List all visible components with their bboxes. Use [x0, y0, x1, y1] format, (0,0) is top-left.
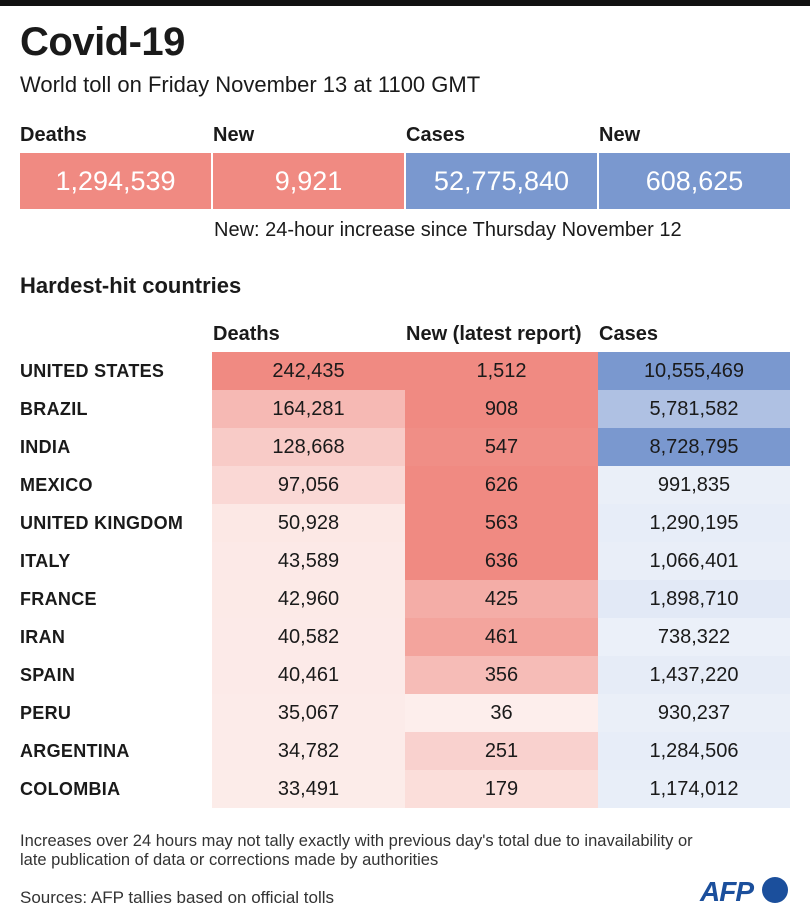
deaths-cell: 50,928: [212, 504, 405, 542]
cases-cell: 1,066,401: [598, 542, 790, 580]
summary-label-deaths: Deaths: [20, 124, 87, 146]
table-row: INDIA 128,668 547 8,728,795: [0, 428, 810, 466]
cases-cell: 1,898,710: [598, 580, 790, 618]
new-cell: 36: [405, 694, 598, 732]
country-name: MEXICO: [20, 475, 93, 495]
column-header-deaths: Deaths: [213, 323, 280, 345]
country-name: BRAZIL: [20, 399, 88, 419]
cases-cell: 738,322: [598, 618, 790, 656]
table-row: FRANCE 42,960 425 1,898,710: [0, 580, 810, 618]
cases-cell: 5,781,582: [598, 390, 790, 428]
new-cell: 356: [405, 656, 598, 694]
deaths-cell: 128,668: [212, 428, 405, 466]
summary-label-new-deaths: New: [213, 124, 255, 146]
deaths-cell: 40,582: [212, 618, 405, 656]
afp-logo-text: AFP: [700, 876, 754, 907]
new-cell: 179: [405, 770, 598, 808]
cases-cell: 8,728,795: [598, 428, 790, 466]
column-header-cases: Cases: [599, 323, 658, 345]
deaths-cell: 164,281: [212, 390, 405, 428]
new-cell: 908: [405, 390, 598, 428]
new-cell: 1,512: [405, 352, 598, 390]
cases-cell: 1,437,220: [598, 656, 790, 694]
cases-cell: 1,284,506: [598, 732, 790, 770]
deaths-cell: 34,782: [212, 732, 405, 770]
new-cell: 563: [405, 504, 598, 542]
summary-label-cases: Cases: [406, 124, 465, 146]
table-row: MEXICO 97,056 626 991,835: [0, 466, 810, 504]
table-row: ITALY 43,589 636 1,066,401: [0, 542, 810, 580]
deaths-cell: 40,461: [212, 656, 405, 694]
country-name: SPAIN: [20, 665, 76, 685]
country-name: ITALY: [20, 551, 71, 571]
summary-value-new-deaths: 9,921: [213, 153, 404, 209]
country-name: INDIA: [20, 437, 71, 457]
country-name: UNITED KINGDOM: [20, 513, 184, 533]
deaths-cell: 42,960: [212, 580, 405, 618]
country-name: COLOMBIA: [20, 779, 121, 799]
globe-icon: [762, 877, 788, 903]
table-row: ARGENTINA 34,782 251 1,284,506: [0, 732, 810, 770]
page-subtitle: World toll on Friday November 13 at 1100…: [20, 72, 481, 97]
deaths-cell: 43,589: [212, 542, 405, 580]
new-cell: 251: [405, 732, 598, 770]
summary-value-cases: 52,775,840: [406, 153, 597, 209]
cases-cell: 1,290,195: [598, 504, 790, 542]
country-name: IRAN: [20, 627, 66, 647]
table-row: UNITED STATES 242,435 1,512 10,555,469: [0, 352, 810, 390]
page-title: Covid-19: [20, 20, 185, 64]
table-row: PERU 35,067 36 930,237: [0, 694, 810, 732]
table-row: BRAZIL 164,281 908 5,781,582: [0, 390, 810, 428]
table-title: Hardest-hit countries: [20, 273, 242, 298]
deaths-cell: 242,435: [212, 352, 405, 390]
afp-logo: AFP: [700, 874, 792, 910]
footnote: Increases over 24 hours may not tally ex…: [20, 832, 693, 869]
deaths-cell: 97,056: [212, 466, 405, 504]
summary-value-deaths: 1,294,539: [20, 153, 211, 209]
new-cell: 636: [405, 542, 598, 580]
cases-cell: 1,174,012: [598, 770, 790, 808]
country-name: UNITED STATES: [20, 361, 165, 381]
cases-cell: 930,237: [598, 694, 790, 732]
new-cell: 461: [405, 618, 598, 656]
summary-value-new-cases: 608,625: [599, 153, 790, 209]
country-name: FRANCE: [20, 589, 97, 609]
new-cell: 425: [405, 580, 598, 618]
column-header-new: New (latest report): [406, 323, 582, 345]
country-table: UNITED STATES 242,435 1,512 10,555,469 BRAZI…: [0, 352, 810, 808]
table-row: COLOMBIA 33,491 179 1,174,012: [0, 770, 810, 808]
country-name: ARGENTINA: [20, 741, 130, 761]
sources: Sources: AFP tallies based on official t…: [20, 888, 335, 907]
new-cell: 547: [405, 428, 598, 466]
deaths-cell: 33,491: [212, 770, 405, 808]
summary-label-new-cases: New: [599, 124, 641, 146]
country-name: PERU: [20, 703, 72, 723]
top-rule: [0, 0, 810, 6]
cases-cell: 10,555,469: [598, 352, 790, 390]
summary-note: New: 24-hour increase since Thursday Nov…: [214, 219, 682, 241]
new-cell: 626: [405, 466, 598, 504]
deaths-cell: 35,067: [212, 694, 405, 732]
table-row: SPAIN 40,461 356 1,437,220: [0, 656, 810, 694]
table-row: UNITED KINGDOM 50,928 563 1,290,195: [0, 504, 810, 542]
table-row: IRAN 40,582 461 738,322: [0, 618, 810, 656]
cases-cell: 991,835: [598, 466, 790, 504]
